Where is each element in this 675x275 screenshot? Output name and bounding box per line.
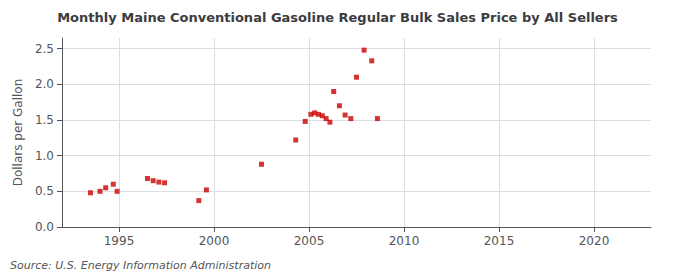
svg-text:2010: 2010 xyxy=(389,234,420,248)
svg-text:Monthly Maine Conventional Gas: Monthly Maine Conventional Gasoline Regu… xyxy=(57,10,618,25)
svg-text:0.0: 0.0 xyxy=(35,220,54,234)
svg-text:2000: 2000 xyxy=(199,234,230,248)
svg-text:Source: U.S. Energy Informatio: Source: U.S. Energy Information Administ… xyxy=(10,259,271,272)
svg-text:2.0: 2.0 xyxy=(35,77,54,91)
svg-text:Dollars per Gallon: Dollars per Gallon xyxy=(11,79,25,187)
svg-text:0.5: 0.5 xyxy=(35,184,54,198)
svg-text:1.5: 1.5 xyxy=(35,113,54,127)
svg-text:1995: 1995 xyxy=(104,234,135,248)
svg-text:1.0: 1.0 xyxy=(35,149,54,163)
svg-text:2020: 2020 xyxy=(579,234,610,248)
svg-text:2015: 2015 xyxy=(484,234,515,248)
svg-text:2.5: 2.5 xyxy=(35,42,54,56)
svg-text:2005: 2005 xyxy=(294,234,325,248)
